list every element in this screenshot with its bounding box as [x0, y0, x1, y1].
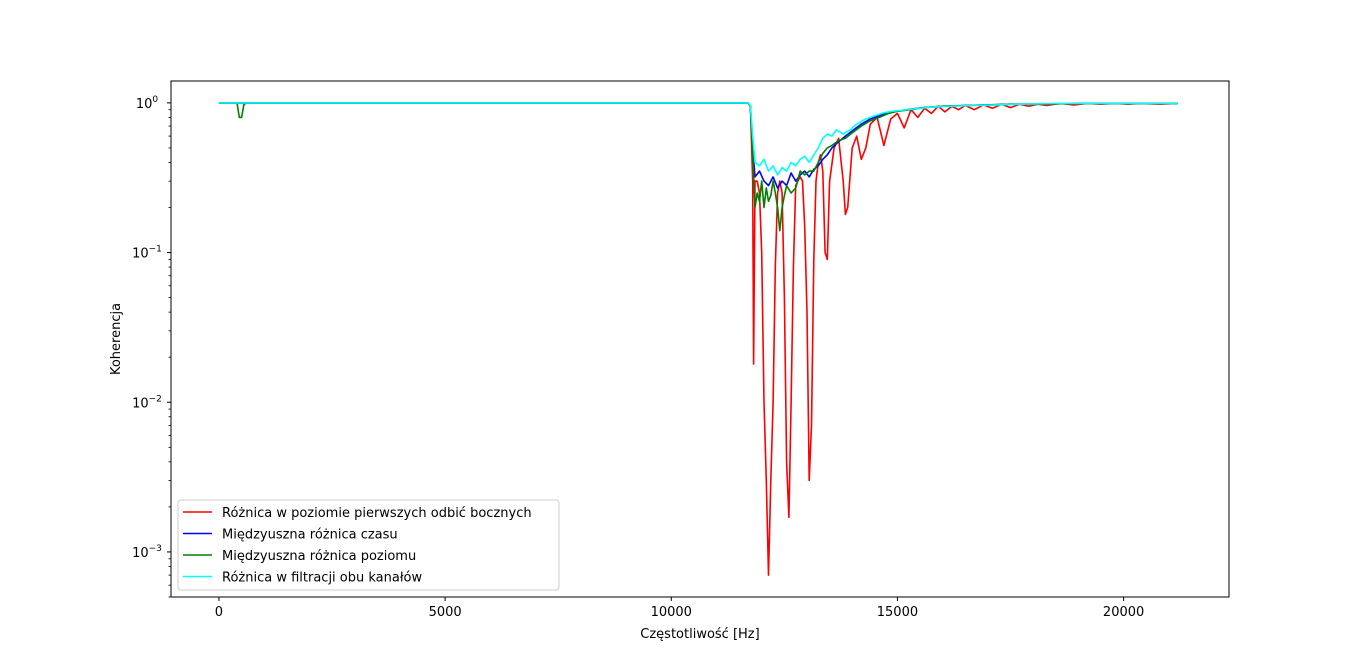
x-tick-label: 0 — [215, 605, 223, 620]
x-tick-label: 20000 — [1103, 605, 1144, 620]
legend-label-1: Międzyuszna różnica czasu — [222, 528, 398, 543]
x-axis: 0 5000 10000 15000 20000 — [215, 597, 1144, 620]
plot-frame — [170, 80, 1230, 598]
y-tick-exponent: −1 — [149, 245, 162, 255]
y-tick-base: 10 — [132, 396, 149, 411]
legend-label-3: Różnica w filtracji obu kanałów — [222, 571, 422, 586]
y-tick-label: 10−2 — [132, 394, 162, 411]
legend: Różnica w poziomie pierwszych odbić bocz… — [177, 499, 560, 591]
legend-label-0: Różnica w poziomie pierwszych odbić bocz… — [222, 506, 532, 521]
y-tick-label: 10−1 — [132, 245, 162, 262]
y-tick-base: 10 — [136, 97, 153, 112]
y-tick-exponent: 0 — [152, 95, 158, 105]
legend-box — [177, 499, 560, 591]
plot-area — [170, 80, 1230, 598]
x-tick-label: 15000 — [877, 605, 918, 620]
legend-label-2: Międzyuszna różnica poziomu — [222, 549, 416, 564]
series-layer — [218, 102, 1178, 576]
x-tick-label: 10000 — [651, 605, 692, 620]
y-tick-base: 10 — [132, 546, 149, 561]
y-tick-exponent: −3 — [149, 544, 162, 554]
x-tick-label: 5000 — [429, 605, 462, 620]
x-axis-label: Częstotliwość [Hz] — [640, 627, 759, 642]
y-tick-exponent: −2 — [149, 394, 162, 404]
y-axis-label: Koherencja — [109, 303, 124, 375]
series-line-0 — [218, 102, 1178, 576]
y-tick-label: 10−3 — [132, 544, 162, 561]
y-tick-base: 10 — [132, 247, 149, 262]
series-line-3 — [218, 102, 1178, 176]
y-tick-label: 100 — [136, 95, 159, 112]
